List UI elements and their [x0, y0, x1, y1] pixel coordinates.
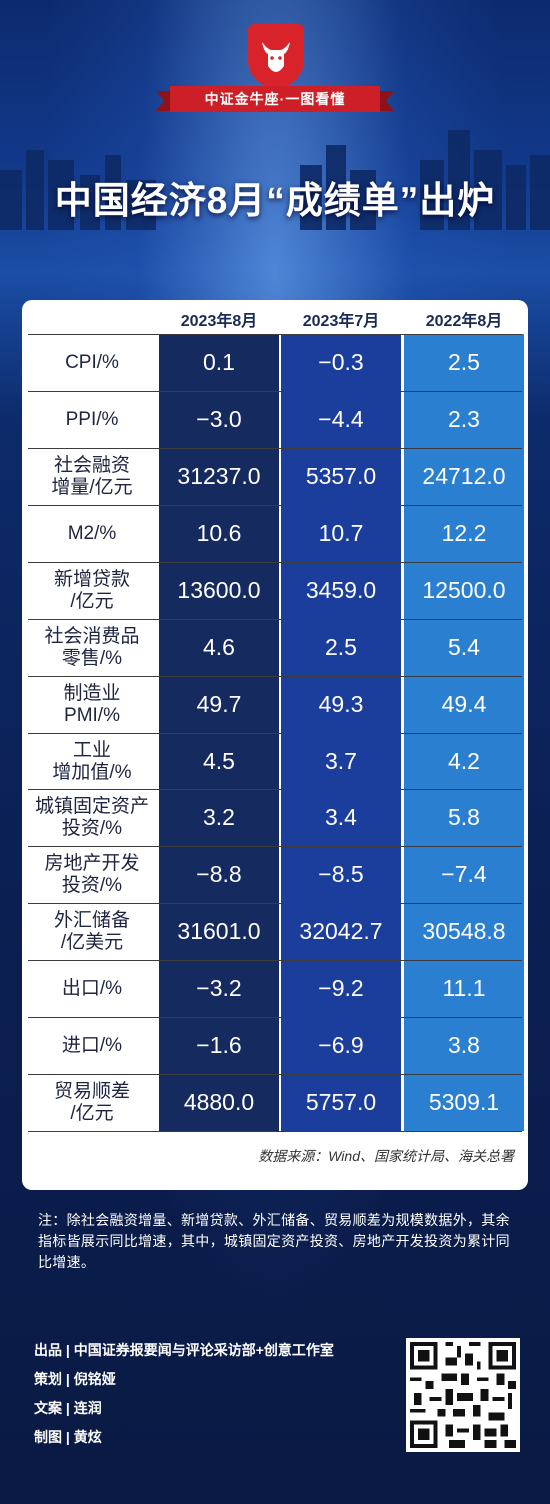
table-cell: 0.1 [203, 349, 235, 375]
row-divider [28, 562, 522, 563]
footnote: 注：除社会融资增量、新增贷款、外汇储备、贸易顺差为规模数据外，其余指标皆展示同比… [38, 1212, 510, 1270]
row-label: 外汇储备 /亿美元 [53, 909, 130, 953]
credit-writer: 文案 | 连润 [34, 1400, 102, 1416]
column-header: 2022年8月 [425, 313, 503, 330]
table-cell: 31601.0 [177, 918, 261, 944]
row-label: 新增贷款 /亿元 [53, 568, 130, 612]
table-cell: 5.8 [448, 804, 480, 830]
table-cell: 2.3 [448, 406, 480, 432]
qr-code-image [406, 1338, 520, 1452]
row-label: 进口/% [61, 1034, 123, 1056]
table-cell: 3.8 [448, 1032, 480, 1058]
table-cell: 5309.1 [428, 1089, 500, 1115]
row-divider [28, 1074, 522, 1075]
row-label: 城镇固定资产 投资/% [34, 795, 149, 839]
table-cell: 32042.7 [299, 918, 383, 944]
bull-logo-icon [248, 24, 304, 88]
row-divider [28, 391, 522, 392]
row-label: 贸易顺差 /亿元 [53, 1080, 130, 1124]
table-cell: 24712.0 [422, 463, 506, 489]
table-cell: 49.4 [441, 691, 487, 717]
row-label: 房地产开发 投资/% [44, 852, 140, 896]
table-cell: 12500.0 [422, 577, 506, 603]
row-divider [28, 846, 522, 847]
table-cell: −3.0 [196, 406, 242, 432]
row-divider [28, 448, 522, 449]
table-cell: −4.4 [318, 406, 364, 432]
table-cell: −1.6 [196, 1032, 242, 1058]
credit-producer: 出品 | 中国证券报要闻与评论采访部+创意工作室 [34, 1342, 334, 1358]
row-label: 社会消费品 零售/% [44, 625, 140, 669]
row-divider [28, 505, 522, 506]
credit-planner: 策划 | 倪铭娅 [34, 1371, 116, 1387]
table-cell: 10.6 [196, 520, 242, 546]
table-cell: 2.5 [325, 634, 357, 660]
row-divider [28, 676, 522, 677]
page-title: 中国经济8月“成绩单”出炉 [54, 180, 496, 221]
table-cell: 12.2 [441, 520, 487, 546]
row-divider [28, 733, 522, 734]
table-cell: 13600.0 [177, 577, 261, 603]
table-cell: −8.5 [318, 861, 364, 887]
table-cell: 4.2 [448, 748, 480, 774]
table-cell: 5357.0 [305, 463, 377, 489]
column-header: 2023年7月 [302, 313, 380, 330]
credit-designer: 制图 | 黄炫 [34, 1429, 102, 1445]
table-cell: 4.6 [203, 634, 235, 660]
row-divider [28, 903, 522, 904]
table-cell: −6.9 [318, 1032, 364, 1058]
row-label: M2/% [67, 522, 117, 544]
data-source: 数据来源：Wind、国家统计局、海关总署 [258, 1148, 514, 1164]
row-divider [28, 1131, 522, 1132]
row-label: 出口/% [61, 977, 123, 999]
row-label: CPI/% [65, 351, 119, 373]
column-header: 2023年8月 [180, 313, 258, 330]
city-skyline-image [0, 130, 550, 230]
row-divider [28, 334, 522, 335]
row-divider [28, 789, 522, 790]
table-cell: 11.1 [442, 975, 486, 1001]
table-cell: 5757.0 [305, 1089, 377, 1115]
table-cell: −8.8 [196, 861, 242, 887]
table-cell: 3.7 [325, 748, 357, 774]
table-cell: 30548.8 [422, 918, 506, 944]
row-label: 社会融资 增量/亿元 [51, 454, 133, 498]
table-cell: 31237.0 [177, 463, 261, 489]
row-label: 制造业 PMI/% [63, 682, 121, 726]
row-label: PPI/% [65, 408, 119, 430]
table-cell: 10.7 [318, 520, 364, 546]
table-cell: −7.4 [441, 861, 487, 887]
column-background [404, 334, 524, 1131]
row-label: 工业 增加值/% [52, 739, 132, 783]
table-cell: 3.4 [325, 804, 357, 830]
row-divider [28, 1017, 522, 1018]
table-cell: 4880.0 [183, 1089, 255, 1115]
credits: 出品 | 中国证券报要闻与评论采访部+创意工作室 策划 | 倪铭娅 文案 | 连… [34, 1340, 334, 1456]
column-background [159, 334, 279, 1131]
table-cell: −9.2 [318, 975, 364, 1001]
table-cell: 5.4 [448, 634, 480, 660]
table-cell: 3459.0 [305, 577, 377, 603]
row-divider [28, 619, 522, 620]
data-table-card: 2023年8月 2023年7月 2022年8月 CPI/% 0.1 −0.3 2.5 PPI… [22, 300, 528, 1190]
column-background [281, 334, 401, 1131]
table-cell: 49.7 [196, 691, 242, 717]
table-cell: 3.2 [203, 804, 235, 830]
table-cell: 49.3 [318, 691, 364, 717]
table-cell: −3.2 [196, 975, 242, 1001]
table-cell: 4.5 [203, 748, 235, 774]
row-divider [28, 960, 522, 961]
table-cell: 2.5 [448, 349, 480, 375]
brand-ribbon: 中证金牛座·一图看懂 [156, 86, 394, 112]
table-cell: −0.3 [318, 349, 364, 375]
